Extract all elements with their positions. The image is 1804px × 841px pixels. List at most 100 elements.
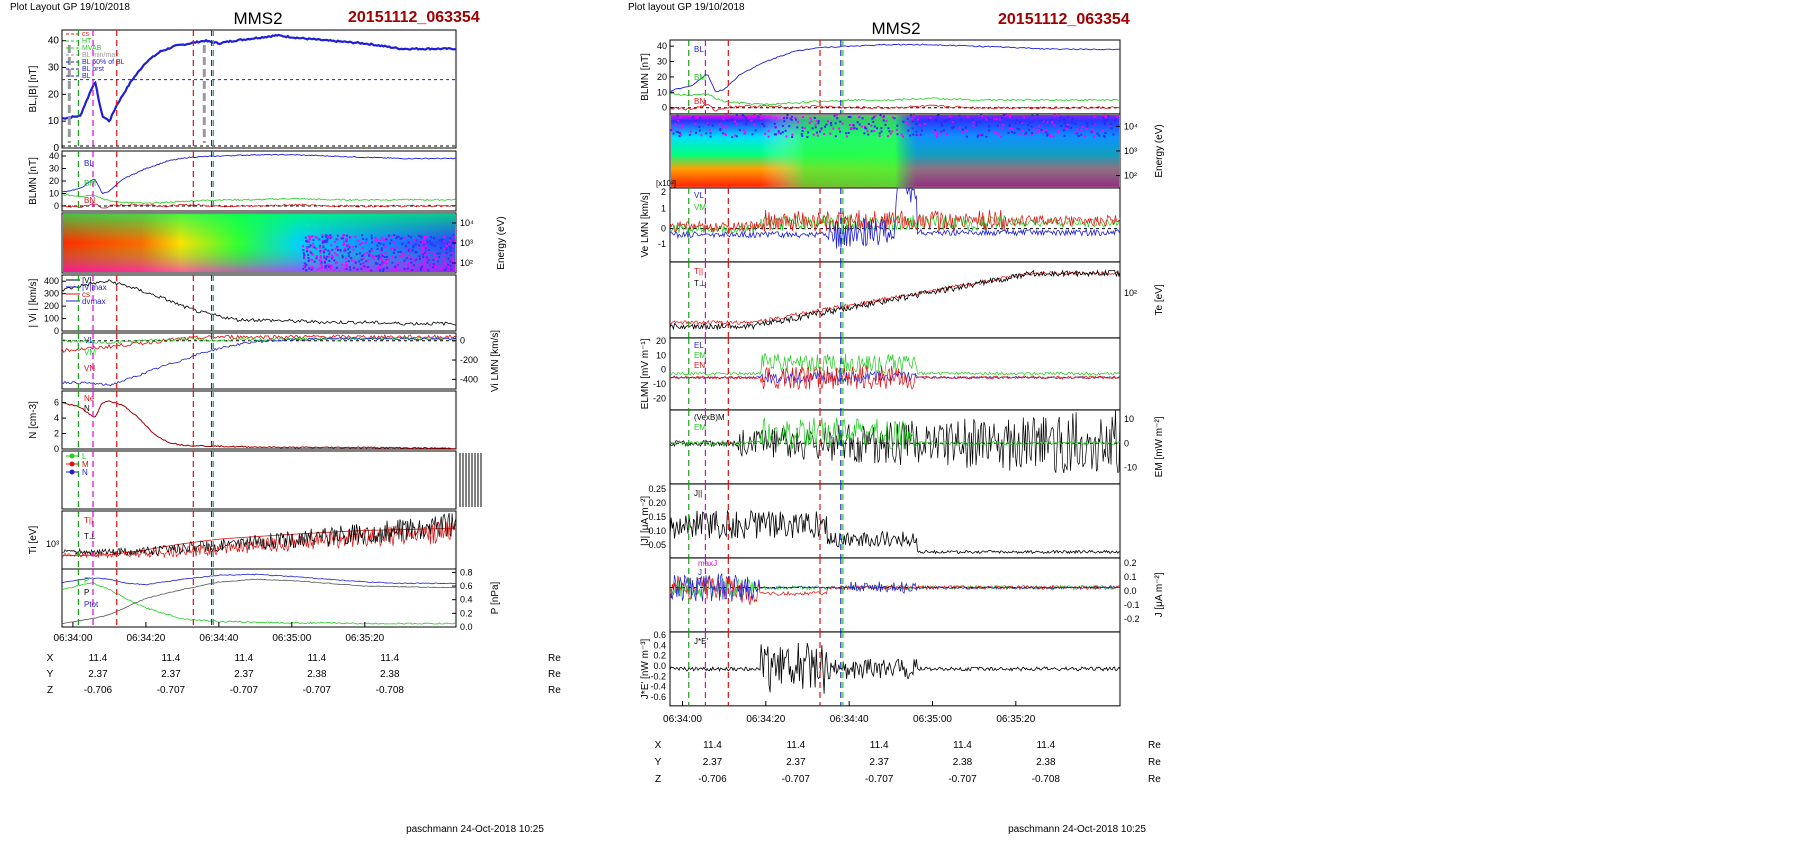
left-p3-speckle-310 — [412, 264, 415, 267]
right-p2-speckle-344 — [863, 132, 866, 135]
right-p2-speckle-64 — [915, 133, 918, 136]
left-p3-speckle-348 — [419, 241, 422, 244]
right-p2-speckle-309 — [916, 118, 919, 121]
left-p3-speckle-131 — [420, 235, 423, 238]
left-p3-speckle-35 — [418, 257, 421, 260]
right-p2-speckle-135 — [1056, 131, 1059, 134]
left-p3-speckle-135 — [354, 260, 357, 263]
left-p3-speckle-390 — [430, 243, 433, 246]
right-p2-speckle-383 — [790, 115, 793, 118]
left-p3-speckle-271 — [381, 261, 384, 264]
left-p3-speckle-97 — [425, 236, 428, 239]
right-p2-speckle-228 — [815, 131, 818, 134]
right-p2-speckle-93 — [759, 114, 762, 117]
right-p2-speckle-92 — [940, 121, 943, 124]
right-p2-speckle-91 — [1033, 128, 1036, 131]
left-p3-speckle-140 — [377, 258, 380, 261]
right-p2-speckle-249 — [773, 133, 776, 136]
right-p2-speckle-32 — [1107, 115, 1110, 118]
right-p4-ylabel: Te [eV] — [1154, 284, 1165, 315]
right-p2-speckle-108 — [1051, 120, 1054, 123]
right-p2-speckle-41 — [671, 128, 674, 131]
left-p3-speckle-439 — [341, 263, 344, 266]
right-p2-speckle-175 — [721, 132, 724, 135]
left-p3-speckle-477 — [409, 249, 412, 252]
left-p3-speckle-344 — [405, 257, 408, 260]
left-p3-speckle-380 — [330, 244, 333, 247]
right-p5-label-0: EL — [694, 341, 704, 350]
left-p3-speckle-384 — [445, 252, 448, 255]
right-p2-speckle-396 — [1112, 133, 1115, 136]
right-p2-speckle-61 — [1067, 126, 1070, 129]
left-p3-speckle-416 — [406, 267, 409, 270]
left-ephem-value-0-3: 11.4 — [307, 653, 326, 664]
right-p2-speckle-106 — [946, 134, 949, 137]
right-p2-speckle-292 — [1044, 120, 1047, 123]
right-p2-speckle-67 — [866, 130, 869, 133]
right-p2-speckle-406 — [829, 122, 832, 125]
right-p2-speckle-310 — [1057, 130, 1060, 133]
right-p6-tick-label-1: 0 — [1124, 438, 1129, 448]
right-p2-speckle-5 — [794, 116, 797, 119]
right-p2-speckle-368 — [1005, 114, 1008, 117]
right-p2-speckle-103 — [1116, 116, 1119, 119]
left-p3-speckle-162 — [444, 263, 447, 266]
right-p6-tick-label-0: 10 — [1124, 414, 1134, 424]
right-p9-tick-label-0: 0.6 — [653, 630, 666, 640]
right-p2-speckle-414 — [976, 135, 979, 138]
left-p3-speckle-486 — [449, 237, 452, 240]
left-p3-speckle-252 — [452, 259, 455, 262]
left-p5-label-vl: VL — [84, 336, 94, 345]
left-ephem-unit-0: Re — [548, 653, 561, 664]
left-p3-speckle-151 — [388, 234, 391, 237]
left-p3-speckle-130 — [309, 250, 312, 253]
right-p2-speckle-393 — [1027, 128, 1030, 131]
right-p2-speckle-205 — [725, 114, 728, 117]
right-p2-speckle-165 — [1109, 123, 1112, 126]
left-p3-speckle-432 — [429, 243, 432, 246]
right-p2-speckle-311 — [1036, 114, 1039, 117]
right-p2-speckle-306 — [785, 117, 788, 120]
left-p3-speckle-422 — [324, 266, 327, 269]
right-p6-tick-label-2: -10 — [1124, 463, 1137, 473]
left-p3-speckle-479 — [412, 246, 415, 249]
left-p3-speckle-447 — [400, 254, 403, 257]
left-p3-speckle-428 — [381, 263, 384, 266]
left-p5-series-vn — [61, 334, 457, 353]
left-time-tick-label-1: 06:34:20 — [126, 633, 165, 644]
right-p2-speckle-391 — [879, 114, 882, 117]
right-p8-label-0: maxJ — [698, 559, 717, 568]
right-p2-speckle-327 — [948, 117, 951, 120]
right-p2-speckle-419 — [891, 116, 894, 119]
right-p2-speckle-146 — [867, 122, 870, 125]
left-p3-y-tick-label-2: 10⁴ — [460, 218, 474, 228]
right-p3-label-vl: VL — [694, 191, 704, 200]
right-ephem-value-0-1: 11.4 — [786, 740, 805, 751]
right-p2-speckle-46 — [790, 118, 793, 121]
right-p1-y-tick-label-0: 0 — [662, 103, 667, 113]
left-p3-speckle-207 — [329, 264, 332, 267]
left-p3-speckle-170 — [321, 266, 324, 269]
right-p2-speckle-296 — [1026, 124, 1029, 127]
right-p2-speckle-131 — [979, 133, 982, 136]
left-p3-speckle-234 — [344, 249, 347, 252]
right-p2-speckle-27 — [754, 129, 757, 132]
left-p3-speckle-238 — [310, 265, 313, 268]
left-p3-speckle-350 — [323, 256, 326, 259]
right-p2-speckle-308 — [874, 115, 877, 118]
left-p3-speckle-10 — [442, 253, 445, 256]
left-p3-speckle-211 — [410, 236, 413, 239]
left-p3-speckle-309 — [415, 251, 418, 254]
right-p2-speckle-187 — [1103, 134, 1106, 137]
right-p2-speckle-215 — [1065, 127, 1068, 130]
left-p3-speckle-465 — [413, 260, 416, 263]
left-panel-frame-5 — [61, 332, 457, 390]
right-p2-speckle-401 — [785, 135, 788, 138]
right-p2-speckle-277 — [777, 130, 780, 133]
left-p3-speckle-242 — [321, 241, 324, 244]
left-p3-speckle-383 — [309, 244, 312, 247]
right-p4-label-tpar: T|| — [694, 267, 703, 276]
right-p2-speckle-302 — [745, 120, 748, 123]
right-p2-speckle-161 — [858, 123, 861, 126]
right-p2-speckle-361 — [839, 130, 842, 133]
